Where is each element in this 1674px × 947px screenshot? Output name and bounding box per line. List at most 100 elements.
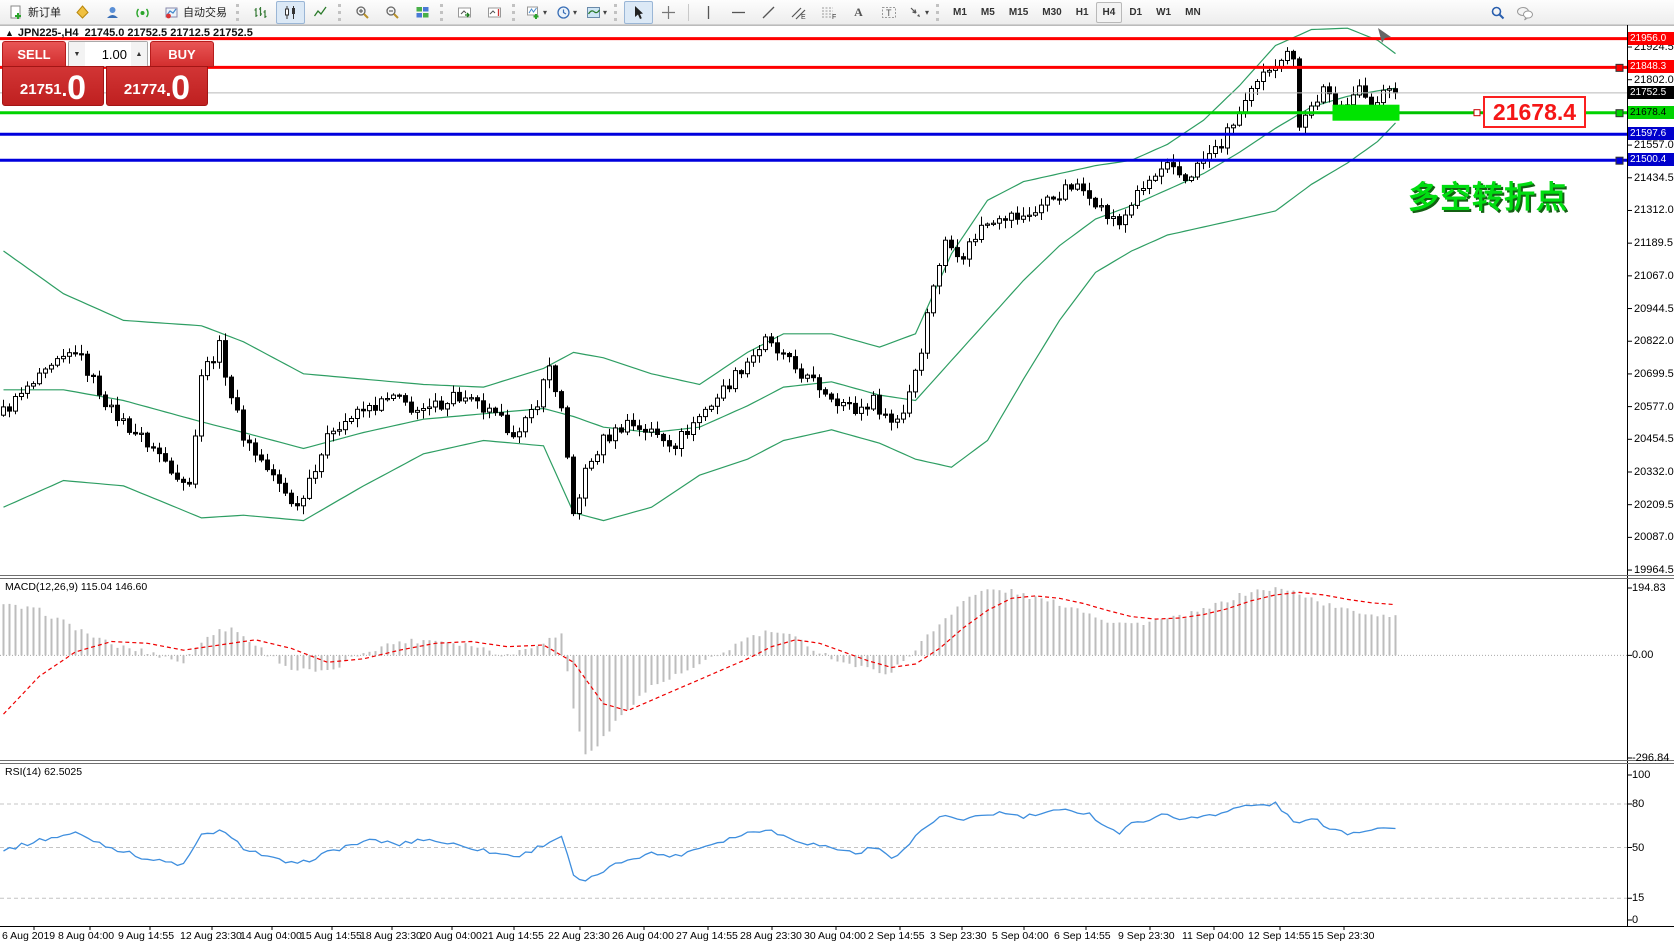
- buy-price-main: 21774: [123, 81, 166, 98]
- timeframe-mn[interactable]: MN: [1185, 6, 1201, 18]
- symbol-ohlc: 21745.0 21752.5 21712.5 21752.5: [84, 27, 253, 39]
- candlestick-chart-button[interactable]: [276, 0, 305, 24]
- symbol-header: ▲ JPN225-,H4 21745.0 21752.5 21712.5 2175…: [5, 27, 253, 39]
- cn-note-text[interactable]: 多空转折点: [1408, 180, 1568, 215]
- timeframe-w1[interactable]: W1: [1156, 6, 1172, 18]
- search-button[interactable]: [1490, 2, 1506, 23]
- crosshair-button[interactable]: [654, 1, 683, 24]
- bar-chart-icon: [254, 6, 267, 18]
- vertical-line-icon: [707, 5, 710, 19]
- zoom-out-button[interactable]: [378, 1, 407, 24]
- market-watch-button[interactable]: [68, 1, 97, 24]
- equidistant-channel-button[interactable]: E: [784, 1, 813, 24]
- chart-shift-button[interactable]: [480, 1, 509, 24]
- crosshair-icon: [662, 5, 675, 19]
- chat-button[interactable]: [1516, 2, 1534, 23]
- timeframe-m5[interactable]: M5: [980, 6, 995, 18]
- chat-icon: [1517, 6, 1533, 20]
- toolbar-separator: [338, 3, 345, 21]
- template-icon: [586, 6, 600, 18]
- buy-price[interactable]: 21774. 0: [106, 66, 208, 106]
- candles: [1, 47, 1398, 520]
- text-button[interactable]: A: [844, 1, 873, 24]
- clock-icon: [557, 5, 570, 19]
- autotrading-label: 自动交易: [183, 7, 227, 19]
- auto-scroll-button[interactable]: [450, 1, 479, 24]
- autotrading-button[interactable]: 自动交易: [158, 1, 233, 24]
- signals-button[interactable]: [128, 1, 157, 24]
- fibonacci-icon: F: [821, 7, 836, 20]
- buy-button[interactable]: BUY: [150, 41, 214, 67]
- line-handle[interactable]: [1615, 109, 1624, 118]
- highlight-zone[interactable]: [1332, 104, 1400, 121]
- dropdown-caret: ▾: [924, 7, 929, 17]
- rsi-line: [3, 801, 1396, 882]
- volume-decrease-button[interactable]: ▼: [69, 42, 85, 66]
- timeframe-h4[interactable]: H4: [1095, 1, 1123, 23]
- periods-button[interactable]: ▾: [552, 1, 581, 24]
- cursor-button[interactable]: [624, 0, 653, 24]
- sell-price-big-digit: 0: [67, 69, 87, 107]
- line-handle[interactable]: [1615, 63, 1624, 72]
- sell-price[interactable]: 21751. 0: [2, 66, 104, 106]
- text-label-icon: T: [881, 6, 896, 18]
- timeframe-m15[interactable]: M15: [1008, 6, 1029, 18]
- indicators-button[interactable]: ▾: [522, 1, 551, 24]
- new-order-icon: [10, 5, 21, 19]
- horizontal-line-icon: [732, 11, 745, 13]
- symbol-title: JPN225-,H4: [17, 27, 79, 39]
- trendline-icon: [762, 6, 775, 18]
- text-icon: A: [854, 4, 863, 19]
- vertical-line-button[interactable]: [694, 1, 723, 24]
- templates-button[interactable]: ▾: [582, 1, 611, 24]
- oneclick-collapse-icon[interactable]: ▲: [5, 28, 14, 38]
- toolbar-separator: [936, 3, 943, 21]
- channel-icon: E: [791, 7, 806, 20]
- chart-shift-icon: [488, 7, 501, 17]
- bollinger-middle: [3, 87, 1396, 450]
- timeframe-d1[interactable]: D1: [1129, 6, 1143, 18]
- toolbar-separator: [236, 3, 243, 21]
- tile-windows-icon: [416, 6, 429, 17]
- sell-button[interactable]: SELL: [2, 41, 66, 67]
- new-order-button[interactable]: 新订单: [3, 1, 67, 24]
- candlestick-chart-icon: [285, 5, 295, 19]
- accounts-button[interactable]: [98, 1, 127, 24]
- buy-price-dot: .: [165, 79, 172, 101]
- timeframe-toolbar: M1 M5 M15 M30 H1 H4 D1 W1 MN: [946, 1, 1208, 23]
- dropdown-caret: ▾: [602, 7, 607, 17]
- toolbar: 新订单 自动交易: [0, 0, 1674, 25]
- timeframe-m30[interactable]: M30: [1042, 6, 1062, 18]
- dropdown-caret: ▾: [542, 7, 547, 17]
- toolbar-separator: [614, 3, 621, 21]
- volume-increase-button[interactable]: ▲: [131, 42, 147, 66]
- fibonacci-button[interactable]: F: [814, 1, 843, 24]
- cursor-arrow: [1378, 28, 1391, 43]
- toolbar-separator: [440, 3, 447, 21]
- trendline-button[interactable]: [754, 1, 783, 24]
- new-order-label: 新订单: [28, 7, 61, 19]
- tile-windows-button[interactable]: [408, 1, 437, 24]
- zoom-in-icon: [356, 5, 369, 19]
- dropdown-caret: ▾: [572, 7, 577, 17]
- price-annotation-box[interactable]: 21678.4: [1483, 96, 1586, 128]
- macd-histogram: [2, 587, 1397, 755]
- cursor-icon: [635, 5, 643, 19]
- bar-chart-button[interactable]: [246, 1, 275, 24]
- sell-price-main: 21751: [19, 81, 62, 98]
- horizontal-line-button[interactable]: [724, 1, 753, 24]
- timeframe-h1[interactable]: H1: [1075, 6, 1089, 18]
- text-label-button[interactable]: T: [874, 1, 903, 24]
- volume-input[interactable]: [85, 42, 131, 66]
- line-handle[interactable]: [1615, 156, 1624, 165]
- timeframe-m1[interactable]: M1: [953, 6, 967, 18]
- indicators-icon: [526, 6, 539, 19]
- line-chart-button[interactable]: [306, 1, 335, 24]
- gold-icon: [76, 4, 89, 19]
- zoom-in-button[interactable]: [348, 1, 377, 24]
- toolbar-separator: [512, 3, 519, 21]
- arrows-button[interactable]: ▾: [904, 1, 933, 24]
- zoom-out-icon: [386, 5, 399, 19]
